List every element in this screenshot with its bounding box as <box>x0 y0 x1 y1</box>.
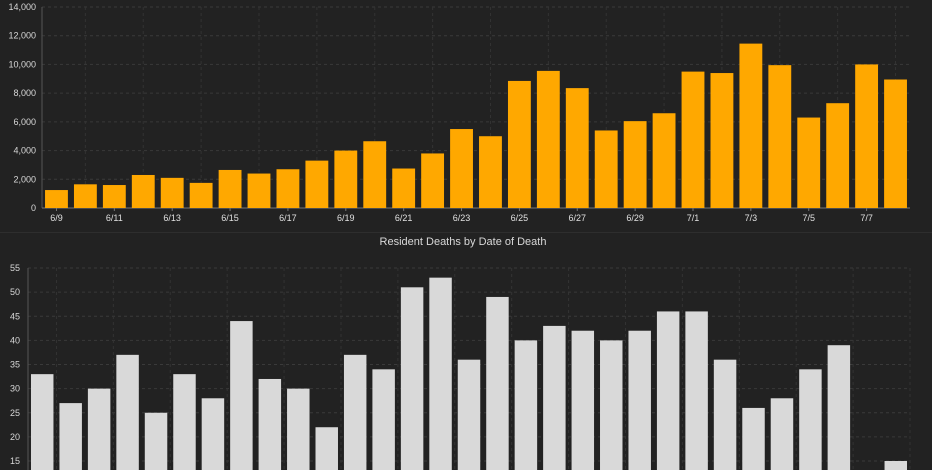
x-tick-label: 7/5 <box>802 213 815 223</box>
cases-bar-chart: 0 2,000 4,000 6,000 8,000 10,000 12,000 14,000 6… <box>8 2 910 223</box>
bar-6-18 <box>305 160 329 208</box>
bar-9 <box>258 378 282 470</box>
bar-7-4 <box>768 65 792 209</box>
bar-19 <box>543 325 566 470</box>
x-tick-label: 7/3 <box>745 213 758 223</box>
bar-7-6 <box>826 103 850 208</box>
bar-3 <box>87 388 111 470</box>
x-tick-label: 6/27 <box>569 213 587 223</box>
bar-6-23 <box>450 129 473 208</box>
bar-16 <box>457 359 481 470</box>
x-tick-label: 6/11 <box>106 213 123 223</box>
bar-7-7 <box>855 64 879 208</box>
y-tick-label: 2,000 <box>13 174 36 184</box>
bar-22 <box>628 330 651 470</box>
bar-7-3 <box>739 43 763 208</box>
bar-13 <box>372 369 395 470</box>
x-tick-label: 6/17 <box>279 213 297 223</box>
bar-14 <box>400 287 424 470</box>
y-tick-label: 55 <box>10 263 20 273</box>
bar-25 <box>713 359 737 470</box>
bar-6 <box>173 374 196 470</box>
y-tick-label: 25 <box>10 408 20 418</box>
chart-divider <box>0 232 932 233</box>
x-tick-label: 6/19 <box>337 213 355 223</box>
bar-6-11 <box>102 185 126 208</box>
bar-6-9 <box>45 190 68 208</box>
bar-29 <box>827 345 851 470</box>
bar-17 <box>486 296 509 470</box>
y-tick-label: 12,000 <box>8 31 36 41</box>
bar-6-25 <box>507 80 531 208</box>
y-tick-label: 4,000 <box>13 146 36 156</box>
y-tick-label: 8,000 <box>13 88 36 98</box>
bar-6-24 <box>479 136 502 208</box>
bar-6-28 <box>594 130 618 208</box>
bar-6-13 <box>160 177 184 208</box>
bar-23 <box>656 311 680 470</box>
bar-21 <box>600 340 623 470</box>
bar-6-27 <box>565 88 589 208</box>
bar-7 <box>201 398 225 470</box>
x-tick-label: 6/15 <box>221 213 239 223</box>
y-tick-label: 30 <box>10 384 20 394</box>
x-tick-label: 7/7 <box>860 213 873 223</box>
y-tick-label: 45 <box>10 311 20 321</box>
bar-5 <box>144 412 168 470</box>
bar-28 <box>799 369 822 470</box>
bar-12 <box>343 354 367 470</box>
y-tick-label: 15 <box>10 456 20 466</box>
y-tick-label: 14,000 <box>8 2 36 12</box>
bar-6-15 <box>218 169 242 208</box>
y-tick-label: 20 <box>10 432 20 442</box>
bar-8 <box>230 321 253 470</box>
bar-6-22 <box>421 153 445 208</box>
bar-6-20 <box>363 141 387 208</box>
bar-6-30 <box>652 113 676 208</box>
y-tick-label: 40 <box>10 335 20 345</box>
bar-6-16 <box>247 173 271 208</box>
bar-7-5 <box>797 117 821 208</box>
x-tick-label: 6/29 <box>626 213 644 223</box>
y-tick-label: 10,000 <box>8 59 36 69</box>
bar-7-2 <box>710 73 734 209</box>
y-tick-label: 35 <box>10 360 20 370</box>
bar-20 <box>571 330 595 470</box>
bar-2 <box>59 403 82 470</box>
bar-24 <box>685 311 708 470</box>
bar-6-14 <box>189 182 213 208</box>
bar-1 <box>30 374 54 470</box>
y-tick-label: 6,000 <box>13 117 36 127</box>
bar-6-26 <box>536 70 560 208</box>
bar-6-17 <box>276 169 300 208</box>
bar-26 <box>742 407 765 470</box>
bar-4 <box>116 354 139 470</box>
x-tick-label: 6/23 <box>453 213 471 223</box>
bar-7-1 <box>681 71 705 208</box>
bar-18 <box>514 340 538 470</box>
bar-6-29 <box>623 121 647 208</box>
y-tick-label: 0 <box>31 203 36 213</box>
x-tick-label: 6/9 <box>50 213 63 223</box>
x-tick-label: 6/21 <box>395 213 413 223</box>
bar-15 <box>429 277 452 470</box>
bar-11 <box>315 427 338 470</box>
bar-10 <box>287 388 310 470</box>
deaths-bar-chart: Resident Deaths by Date of Death 15 20 25 30… <box>10 236 911 470</box>
bar-31 <box>884 461 908 470</box>
x-tick-label: 6/13 <box>163 213 181 223</box>
chart-title: Resident Deaths by Date of Death <box>380 236 547 248</box>
bar-6-10 <box>73 184 97 208</box>
bar-6-12 <box>131 174 155 208</box>
bar-27 <box>770 398 794 470</box>
bar-6-19 <box>334 150 358 208</box>
x-tick-label: 7/1 <box>687 213 700 223</box>
y-tick-label: 50 <box>10 287 20 297</box>
bar-7-8 <box>884 79 907 208</box>
x-tick-label: 6/25 <box>511 213 529 223</box>
bar-6-21 <box>392 168 416 208</box>
